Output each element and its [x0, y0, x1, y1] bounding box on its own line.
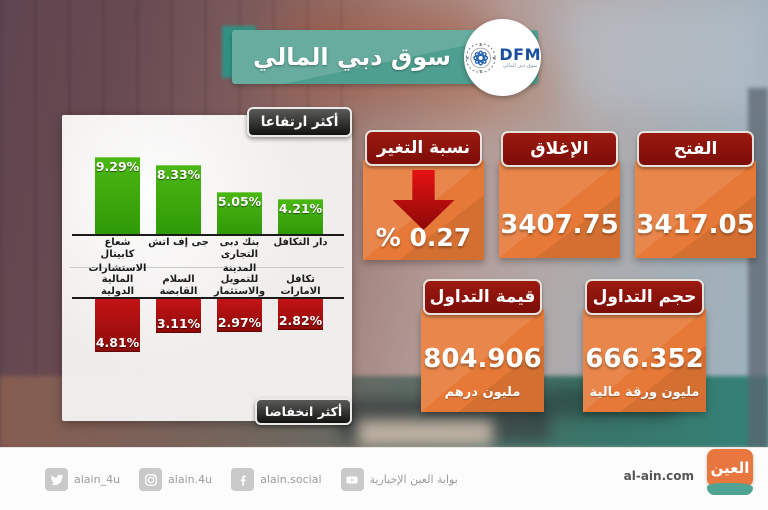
trade-value-unit: مليون درهم — [444, 385, 521, 400]
facebook-icon — [231, 468, 255, 491]
percent-label: 3.11% — [156, 316, 201, 331]
loser-bar: 3.11% — [156, 299, 201, 333]
company-label: السلام القابضة — [159, 274, 198, 297]
losers-badge: أكثر انخفاضا — [255, 398, 352, 425]
footer-bar: alain_4u alain.4u alain.social بوابة الع… — [0, 447, 768, 510]
trade-value-body: 804.906 مليون درهم — [421, 309, 544, 412]
percent-label: 4.21% — [278, 201, 323, 216]
company-label: تكافل الامارات — [280, 274, 321, 297]
alain-logo: العين — [707, 449, 753, 495]
twitter-icon — [45, 468, 68, 491]
loser-bar: 2.97% — [217, 299, 262, 332]
company-label: الاستشارات المالية الدولية — [88, 262, 147, 297]
trade-volume-unit: مليون ورقة مالية — [589, 385, 700, 400]
twitter-link[interactable]: alain_4u — [45, 468, 120, 491]
bar-column: 2.82% — [270, 299, 331, 330]
instagram-link[interactable]: alain.4u — [139, 468, 212, 491]
close-value: 3407.75 — [500, 210, 619, 240]
percent-label: 5.05% — [217, 194, 262, 209]
gainers-badge: أكثر ارتفاعا — [247, 107, 352, 137]
dfm-logo-name: سوق دبي المالي — [502, 62, 538, 69]
youtube-link[interactable]: بوابة العين الإخبارية — [340, 468, 458, 491]
company-label: المدينة للتمويل والاستثمار — [213, 262, 266, 297]
close-box: الإغلاق 3407.75 — [499, 131, 620, 258]
trade-volume-number: 666.352 — [585, 344, 704, 374]
background-blur-blob — [560, 0, 768, 110]
trade-volume-body: 666.352 مليون ورقة مالية — [583, 309, 706, 412]
bar-column: 9.29% — [87, 157, 148, 234]
company-label: دار التكافل — [273, 237, 328, 248]
twitter-handle: alain_4u — [74, 473, 121, 486]
background-light-blob — [358, 420, 493, 446]
bar-column: 4.81% — [87, 299, 148, 352]
losers-bar-chart: 4.81% 3.11% 2.97% 2.82% — [62, 299, 352, 361]
alain-logo-text: العين — [707, 449, 753, 487]
change-box: نسبة التغير % 0.27 — [363, 130, 484, 260]
open-box-header: الفتح — [637, 131, 754, 167]
page-title: سوق دبي المالي — [252, 43, 452, 71]
gainer-bar: 8.33% — [156, 165, 201, 234]
company-label: شعاع كابيتال — [100, 237, 135, 260]
change-box-body: % 0.27 — [363, 160, 484, 260]
trade-value-number: 804.906 — [423, 344, 542, 374]
percent-label: 9.29% — [95, 159, 140, 174]
panel-divider — [70, 267, 344, 268]
loser-bar: 4.81% — [95, 299, 140, 352]
close-box-header: الإغلاق — [501, 131, 618, 167]
dfm-compass-icon — [465, 41, 497, 74]
instagram-handle: alain.4u — [168, 473, 213, 486]
social-links: alain_4u alain.4u alain.social بوابة الع… — [45, 448, 458, 510]
company-label: بنك دبى التجارى — [219, 237, 260, 260]
trade-volume-box: حجم التداول 666.352 مليون ورقة مالية — [583, 279, 706, 412]
gainers-losers-panel: 9.29% 8.33% 5.05% 4.21% شعاع كابيتال جى إف ا… — [62, 115, 352, 421]
facebook-link[interactable]: alain.social — [231, 468, 322, 491]
percent-label: 2.97% — [217, 315, 262, 330]
gainers-labels: شعاع كابيتال جى إف اتش بنك دبى التجارى دار … — [62, 237, 352, 267]
close-box-body: 3407.75 — [499, 161, 620, 258]
instagram-icon — [139, 468, 163, 491]
gainer-bar: 5.05% — [217, 192, 262, 234]
dfm-logo-abbr: DFM — [499, 44, 541, 64]
gainer-bar: 9.29% — [95, 157, 140, 234]
youtube-icon — [340, 468, 364, 491]
gainers-axis-line — [72, 234, 344, 236]
down-arrow-icon — [392, 170, 455, 230]
change-box-header: نسبة التغير — [365, 130, 482, 166]
website-url[interactable]: al-ain.com — [623, 469, 694, 483]
youtube-handle: بوابة العين الإخبارية — [369, 473, 458, 486]
trade-volume-header: حجم التداول — [585, 279, 704, 315]
bar-column: 5.05% — [209, 192, 270, 234]
open-value: 3417.05 — [636, 210, 755, 240]
bar-column: 4.21% — [270, 199, 331, 234]
bar-column: 2.97% — [209, 299, 270, 332]
company-label: جى إف اتش — [148, 237, 209, 248]
percent-label: 4.81% — [95, 335, 140, 350]
open-box: الفتح 3417.05 — [635, 131, 756, 258]
trade-value-header: قيمة التداول — [423, 279, 542, 315]
percent-label: 2.82% — [278, 313, 323, 328]
losers-labels: الاستشارات المالية الدولية السلام القابضة… — [62, 263, 352, 297]
dfm-logo: DFM سوق دبي المالي — [464, 19, 541, 96]
gainer-bar: 4.21% — [278, 199, 323, 234]
trade-value-box: قيمة التداول 804.906 مليون درهم — [421, 279, 544, 412]
gainers-bar-chart: 9.29% 8.33% 5.05% 4.21% — [62, 151, 352, 234]
losers-axis-line — [72, 297, 344, 299]
loser-bar: 2.82% — [278, 299, 323, 330]
change-value: % 0.27 — [375, 223, 472, 252]
facebook-handle: alain.social — [260, 473, 322, 486]
percent-label: 8.33% — [156, 167, 201, 182]
bar-column: 3.11% — [148, 299, 209, 333]
bar-column: 8.33% — [148, 165, 209, 234]
open-box-body: 3417.05 — [635, 161, 756, 258]
